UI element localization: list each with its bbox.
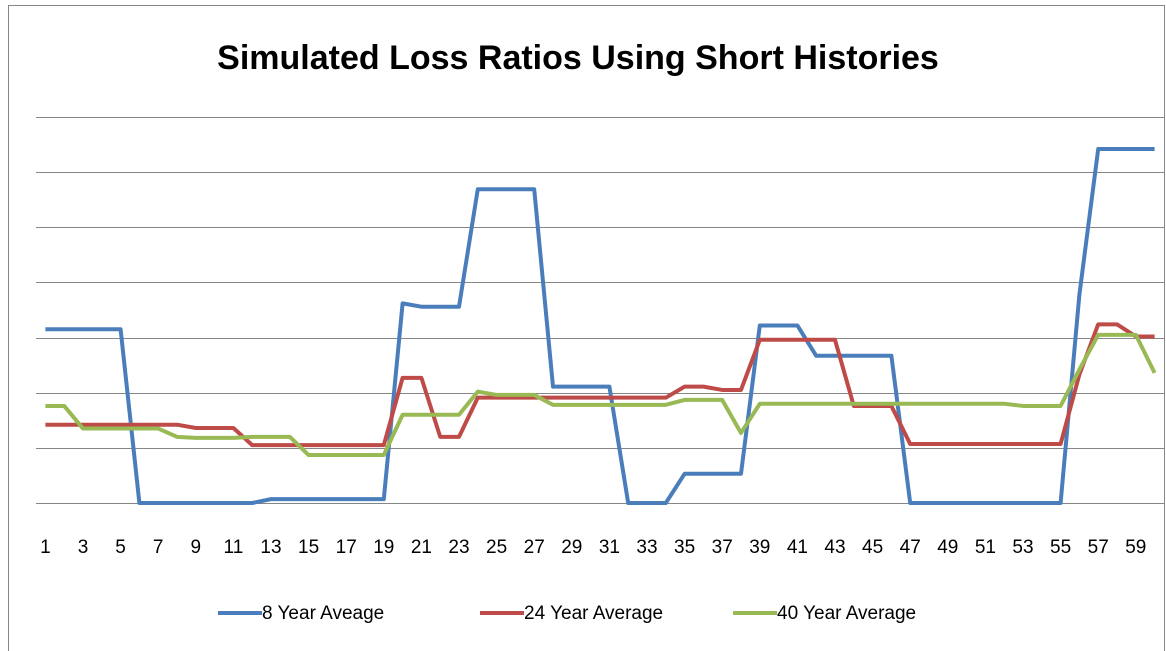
x-tick-label: 1 bbox=[40, 537, 51, 558]
x-tick-label: 3 bbox=[78, 537, 89, 558]
x-tick-label: 5 bbox=[115, 537, 126, 558]
x-tick-label: 53 bbox=[1012, 537, 1033, 558]
data-line bbox=[45, 332, 1157, 458]
x-tick-label: 51 bbox=[975, 537, 996, 558]
x-tick-label: 7 bbox=[153, 537, 164, 558]
x-tick-label: 9 bbox=[191, 537, 202, 558]
chart-title: Simulated Loss Ratios Using Short Histor… bbox=[217, 39, 939, 77]
x-tick-label: 43 bbox=[824, 537, 845, 558]
data-line bbox=[45, 322, 1155, 448]
x-tick-label: 13 bbox=[260, 537, 281, 558]
x-tick-label: 15 bbox=[298, 537, 319, 558]
x-tick-label: 45 bbox=[862, 537, 883, 558]
x-tick-label: 57 bbox=[1088, 537, 1109, 558]
legend-label: 24 Year Average bbox=[524, 603, 663, 624]
x-tick-label: 11 bbox=[224, 537, 244, 558]
x-tick-label: 23 bbox=[448, 537, 469, 558]
x-tick-label: 21 bbox=[411, 537, 432, 558]
x-tick-label: 39 bbox=[749, 537, 770, 558]
x-tick-label: 27 bbox=[524, 537, 545, 558]
x-tick-label: 41 bbox=[787, 537, 808, 558]
x-tick-label: 33 bbox=[636, 537, 657, 558]
x-tick-label: 31 bbox=[599, 537, 620, 558]
legend-label: 40 Year Average bbox=[777, 603, 916, 624]
x-tick-label: 25 bbox=[486, 537, 507, 558]
x-tick-label: 17 bbox=[336, 537, 357, 558]
x-tick-label: 59 bbox=[1125, 537, 1146, 558]
x-tick-label: 35 bbox=[674, 537, 695, 558]
data-line bbox=[45, 146, 1155, 505]
x-tick-label: 29 bbox=[561, 537, 582, 558]
chart-frame bbox=[8, 5, 1165, 651]
x-tick-label: 19 bbox=[373, 537, 394, 558]
x-tick-label: 55 bbox=[1050, 537, 1071, 558]
legend-label: 8 Year Aveage bbox=[262, 603, 384, 624]
x-tick-label: 47 bbox=[900, 537, 921, 558]
x-tick-label: 37 bbox=[712, 537, 733, 558]
x-tick-label: 49 bbox=[937, 537, 958, 558]
